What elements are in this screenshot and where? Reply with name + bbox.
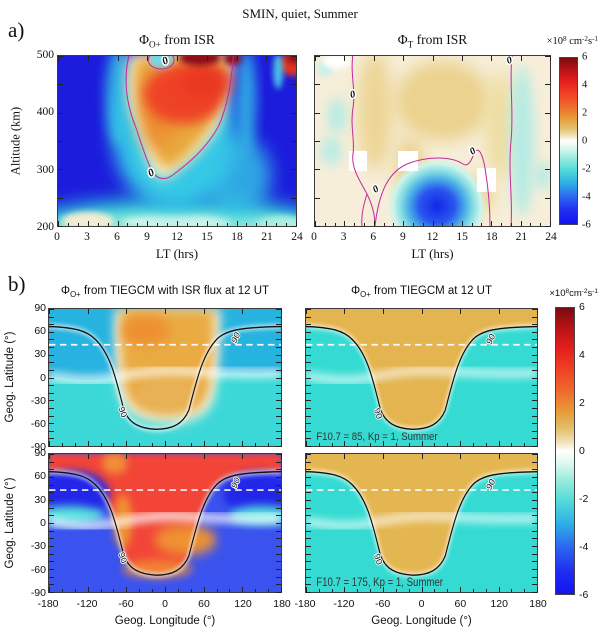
phi-subscript: O+ [360,289,371,299]
a-left-heatmap: 0 0 [58,56,296,226]
plot-a-left-oplus-flux-isr: 0 0 [57,55,297,227]
panel-b-left-title: ΦO+ from TIEGCM with ISR flux at 12 UT [40,285,290,299]
title-text: from ISR [160,32,215,47]
unit-exp3: -1 [592,288,598,296]
plot-b-bottom-right-tiegcm-smax: 90 90 F10.7 = 175, Kp = 1, Summer [305,453,538,593]
plot-b-top-right-tiegcm-smin: 90 90 F10.7 = 85, Kp = 1, Summer [305,308,538,447]
b-colorbar [555,307,575,595]
panel-b-right-title: ΦO+ from TIEGCM at 12 UT [305,285,538,299]
contour-label-ninety: 90 [117,405,129,419]
unit-exp3: -1 [592,35,598,43]
annotation-f107-85: F10.7 = 85, Kp = 1, Summer [316,430,438,443]
a-colorbar-ticks: 6 4 2 0 -2 -4 -6 [582,51,591,231]
plot-a-right-total-flux-isr: 0 0 0 0 [314,55,551,227]
panel-b-colorbar-unit: ×108cm-2s-1 [549,288,598,299]
b-left-xlabel-longitude: Geog. Longitude (°) [114,615,216,627]
title-text: from ISR [413,32,468,47]
missing-data-squares [349,151,496,192]
unit-s: s [587,288,593,299]
terminator-contour [306,324,537,431]
terminator-contour [49,324,281,431]
a-ytick-labels: 500 400 300 200 [36,49,54,233]
unit-exp: 8 [563,35,567,43]
b-top-right-heatmap: 90 90 F10.7 = 85, Kp = 1, Summer [306,309,537,446]
phi-symbol: Φ [60,285,71,297]
unit-s: s [587,36,593,48]
annotation-f107-175: F10.7 = 175, Kp = 1, Summer [316,576,443,589]
magnetic-equator-band [49,367,281,384]
unit-mid: cm [569,288,582,299]
b-right-xlabel-longitude: Geog. Longitude (°) [371,615,472,627]
terminator-contour [306,469,537,577]
panel-a-left-title: ΦO+ from ISR [57,32,297,49]
unit-base: ×10 [549,288,566,299]
b-bottom-ytick-labels: 90 60 30 0 -30 -60 -90 [30,447,46,599]
unit-mid: cm [566,36,583,48]
unit-exp: 8 [565,288,570,296]
terminator-contour [49,469,281,577]
panel-a-label: a) [8,18,25,42]
a-colorbar [559,57,578,225]
phi-subscript: O+ [70,289,81,299]
phi-symbol: Φ [139,32,150,47]
plot-b-bottom-left-tiegcm-isr-smax: 90 90 [48,453,282,593]
b-top-left-heatmap: 90 90 [49,309,281,446]
b-bottom-right-heatmap: 90 90 F10.7 = 175, Kp = 1, Summer [306,454,537,592]
magnetic-equator-band [306,367,537,384]
heatmap-field [315,56,550,226]
b-bottom-left-heatmap: 90 90 [49,454,281,592]
unit-exp2: -2 [581,288,588,296]
title-text: from TIEGCM at 12 UT [370,285,493,297]
figure-title: SMIN, quiet, Summer [242,6,358,21]
a-left-xlabel: LT (hrs) [155,246,199,261]
panel-b-label: b) [8,272,26,296]
plot-b-top-left-tiegcm-isr-smin: 90 90 [48,308,282,447]
zero-contour-lines [351,56,513,226]
phi-symbol: Φ [397,32,408,47]
contour-label-zero: 0 [505,56,513,67]
phi-subscript: O+ [149,39,161,50]
contour-label-ninety: 90 [372,407,384,421]
unit-exp2: -2 [582,35,588,43]
b-bottom-ylabel-latitude: Geog. Latitude (°) [4,477,16,569]
a-right-xlabel: LT (hrs) [411,246,454,261]
contour-label-ninety: 90 [117,551,129,565]
phi-symbol: Φ [350,285,361,297]
panel-a-right-title: ΦT from ISR [314,32,551,49]
b-top-ylabel-latitude: Geog. Latitude (°) [4,331,16,423]
terminator-labels: 90 90 [371,476,497,567]
magnetic-equator-band [49,512,281,530]
magnetic-equator-band [306,512,537,529]
phi-subscript: T [407,39,414,50]
unit-base: ×10 [546,36,564,48]
panel-a-colorbar-unit: ×108 cm-2s-1 [547,35,598,47]
title-text: from TIEGCM with ISR flux at 12 UT [80,285,270,297]
b-top-ytick-labels: 90 60 30 0 -30 -60 -90 [30,302,46,453]
heatmap-field [58,56,296,226]
contour-label-ninety: 90 [372,552,384,566]
contour-label-zero: 0 [349,89,357,101]
a-right-heatmap: 0 0 0 0 [315,56,550,226]
b-colorbar-ticks: 6 4 2 0 -2 -4 -6 [579,301,589,601]
